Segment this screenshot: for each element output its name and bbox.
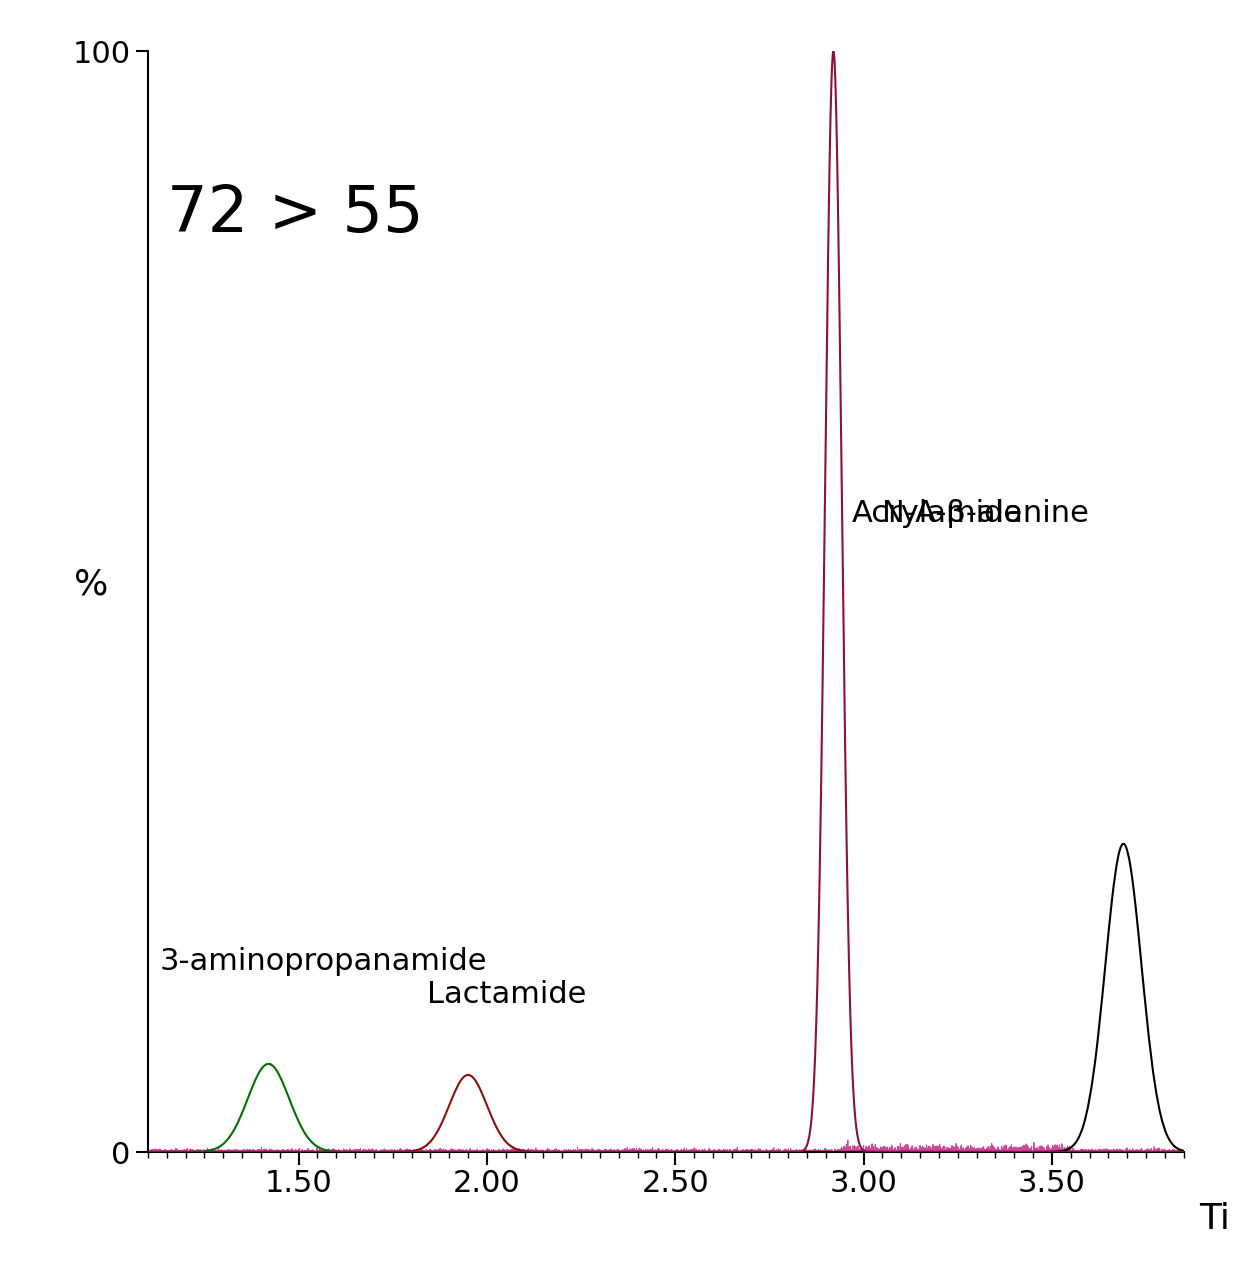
Text: Lactamide: Lactamide bbox=[427, 980, 586, 1009]
Text: N-A-β-alanine: N-A-β-alanine bbox=[883, 499, 1089, 529]
Text: 3-aminopropanamide: 3-aminopropanamide bbox=[159, 947, 487, 975]
Text: Acrylamide: Acrylamide bbox=[852, 499, 1023, 529]
Text: 72 > 55: 72 > 55 bbox=[166, 183, 423, 246]
Y-axis label: %: % bbox=[74, 567, 109, 602]
Text: Time: Time bbox=[1198, 1202, 1233, 1235]
